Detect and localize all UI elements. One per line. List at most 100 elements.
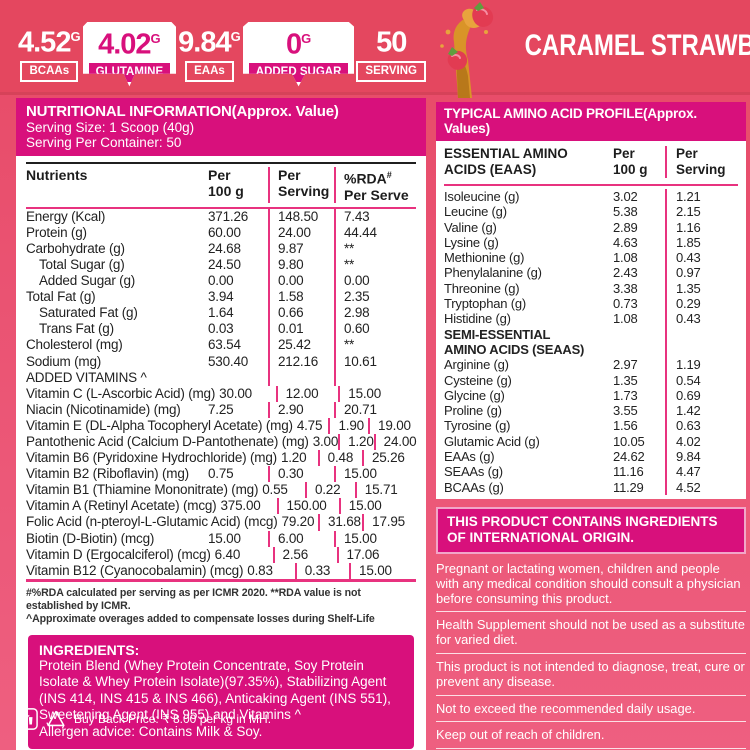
value-per-serving: 4.52: [665, 479, 738, 495]
badge-label: GLUTAMINE: [88, 62, 171, 82]
nutrient-name: Carbohydrate (g): [26, 240, 125, 256]
nutrient-name: Vitamin D (Ergocalciferol) (mcg): [26, 546, 211, 562]
nutrient-name: ADDED VITAMINS ^: [26, 369, 147, 385]
nutrient-name: Vitamin B12 (Cyanocobalamin) (mcg): [26, 562, 244, 578]
table-row: Vitamin E (DL-Alpha Tocopheryl Acetate) …: [26, 417, 416, 434]
value-per-100g: 1.35: [613, 372, 638, 388]
value-per-100g: 24.50: [208, 256, 241, 272]
table-row: BCAAs (g) 11.29 4.52: [444, 479, 738, 495]
table-row: Energy (Kcal) 371.26 148.50 7.43: [26, 208, 416, 225]
value-per-serving: 0.48: [317, 450, 362, 467]
value-per-100g: 79.20: [281, 514, 315, 530]
value-rda: 15.71: [354, 482, 416, 499]
nutrient-name: Cholesterol (mg): [26, 337, 123, 353]
value-per-serving: 0.29: [665, 296, 738, 312]
table-row: Vitamin B6 (Pyridoxine Hydrochloride) (m…: [26, 450, 416, 467]
macro-badge: 0G ADDED SUGAR: [242, 22, 355, 87]
nutrient-name: Energy (Kcal): [26, 208, 106, 224]
nutrient-name: Protein (g): [26, 224, 87, 240]
value-per-serving: 9.87: [268, 240, 334, 257]
badge-unit: G: [230, 29, 241, 44]
value-per-100g: 0.83: [247, 562, 273, 578]
nutrition-table-header: Nutrients Per 100 g Per Serving %RDA# Pe…: [26, 162, 416, 209]
value-per-100g: 2.97: [613, 357, 638, 373]
value-rda: 17.95: [362, 514, 416, 531]
badge-label: BCAAs: [20, 60, 79, 82]
value-per-serving: 0.54: [665, 372, 738, 388]
table-row: Tyrosine (g) 1.56 0.63: [444, 418, 738, 434]
amino-name: Leucine (g): [444, 204, 507, 220]
value-per-serving: 1.19: [665, 357, 738, 373]
amino-name: Methionine (g): [444, 250, 525, 266]
badge-unit: G: [301, 31, 312, 46]
amino-name: Arginine (g): [444, 357, 509, 373]
table-row: Vitamin A (Retinyl Acetate) (mcg) 375.00…: [26, 498, 416, 515]
value-per-100g: 1.08: [613, 311, 638, 327]
amino-name: Lysine (g): [444, 234, 499, 250]
table-row: Threonine (g) 3.38 1.35: [444, 280, 738, 297]
value-per-serving: 1.42: [665, 403, 738, 419]
value-per-serving: 0.97: [665, 265, 738, 281]
value-per-100g: 0.73: [613, 296, 638, 312]
value-per-100g: 3.55: [613, 403, 638, 419]
value-per-serving: 1.35: [665, 280, 738, 297]
amino-rows: Isoleucine (g) 3.02 1.21 Leucine (g) 5.3…: [444, 186, 738, 495]
amino-name: Proline (g): [444, 403, 502, 419]
value-rda: **: [334, 240, 416, 257]
value-per-100g: 24.68: [208, 240, 241, 256]
table-row: Sodium (mg) 530.40 212.16 10.61: [26, 353, 416, 370]
table-row: SEMI-ESSENTIAL AMINO ACIDS (SEAAS): [444, 326, 738, 358]
nutrient-name: Sodium (mg): [26, 353, 102, 369]
value-rda: 19.00: [368, 417, 416, 434]
table-row: SEAAs (g) 11.16 4.47: [444, 464, 738, 480]
footnote: ^Approximate overages added to compensat…: [26, 612, 375, 625]
value-per-serving: 0.66: [268, 305, 334, 322]
nutrient-name: Niacin (Nicotinamide) (mg): [26, 401, 181, 417]
value-rda: 25.26: [361, 450, 416, 467]
value-per-100g: 1.20: [280, 450, 307, 466]
table-row: Phenylalanine (g) 2.43 0.97: [444, 265, 738, 281]
nutrient-name: Trans Fat (g): [39, 321, 114, 337]
value-per-serving: 24.00: [268, 224, 334, 241]
value-per-serving: 9.84: [665, 449, 738, 465]
value-rda: 24.00: [373, 433, 417, 451]
ingredients-body: Protein Blend (Whey Protein Concentrate,…: [39, 657, 391, 723]
table-row: Saturated Fat (g) 1.64 0.66 2.98: [26, 305, 416, 322]
table-row: Biotin (D-Biotin) (mcg) 15.00 6.00 15.00: [26, 530, 416, 547]
value-per-serving: 6.00: [268, 530, 334, 547]
table-row: Vitamin D (Ergocalciferol) (mcg) 6.40 2.…: [26, 546, 416, 563]
serving-size: Serving Size: 1 Scoop (40g): [26, 120, 195, 135]
nutrient-name: Pantothenic Acid (Calcium D-Pantothenate…: [26, 433, 309, 449]
amino-name: Threonine (g): [444, 280, 520, 296]
table-row: Glycine (g) 1.73 0.69: [444, 387, 738, 404]
amino-name: Glycine (g): [444, 387, 505, 403]
amino-name: SEAAs (g): [444, 464, 503, 480]
nutrient-name: Folic Acid (n-pteroyl-L-Glutamic Acid) (…: [26, 514, 278, 530]
value-per-100g: 1.64: [208, 305, 234, 321]
table-row: Glutamic Acid (g) 10.05 4.02: [444, 433, 738, 450]
nutrient-name: Vitamin C (L-Ascorbic Acid) (mg): [26, 385, 216, 401]
table-row: Cholesterol (mg) 63.54 25.42 **: [26, 337, 416, 354]
value-per-serving: [665, 326, 738, 358]
value-per-100g: 3.00: [312, 433, 339, 449]
value-per-100g: 1.56: [613, 418, 638, 434]
value-per-100g: 6.40: [214, 546, 241, 562]
value-per-serving: 0.63: [665, 418, 738, 434]
value-per-serving: 0.43: [665, 311, 738, 327]
amino-name: Tyrosine (g): [444, 418, 511, 434]
amino-table: ESSENTIAL AMINO ACIDS (EAAS) Per 100 g P…: [436, 141, 746, 499]
value-per-100g: 375.00: [220, 498, 261, 514]
value-per-100g: 530.40: [208, 353, 249, 369]
footnote: #%RDA calculated per serving as per ICMR…: [26, 586, 361, 612]
nutrition-panel: NUTRITIONAL INFORMATION(Approx. Value) S…: [16, 98, 426, 750]
value-per-100g: 2.43: [613, 265, 638, 281]
value-per-100g: 371.26: [208, 208, 249, 224]
value-per-100g: 2.89: [613, 219, 638, 235]
ingredients-title: INGREDIENTS:: [39, 641, 140, 658]
table-row: Pantothenic Acid (Calcium D-Pantothenate…: [26, 433, 417, 451]
warning-item: Health Supplement should not be used as …: [436, 612, 746, 654]
nutrient-name: Total Sugar (g): [39, 256, 125, 272]
flavor-title: CARAMEL STRAWBERRY: [524, 29, 750, 62]
value-per-serving: 0.00: [268, 273, 334, 290]
value-rda: 10.61: [334, 353, 416, 370]
